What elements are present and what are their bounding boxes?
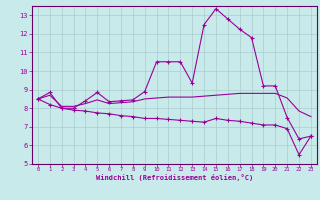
- X-axis label: Windchill (Refroidissement éolien,°C): Windchill (Refroidissement éolien,°C): [96, 174, 253, 181]
